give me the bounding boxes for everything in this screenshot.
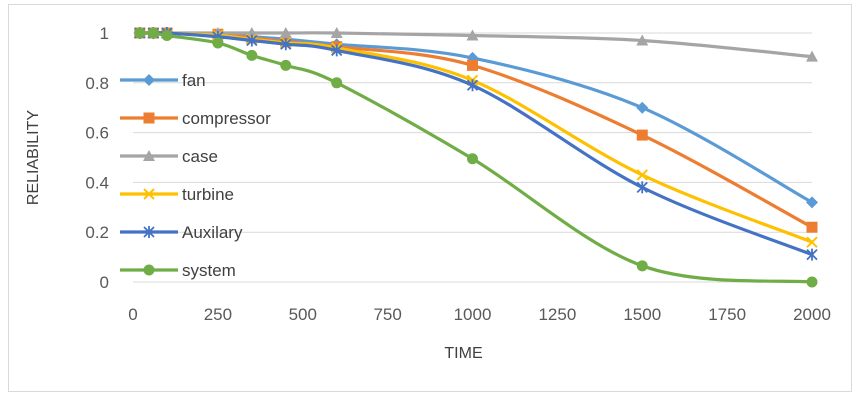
data-point <box>636 260 648 272</box>
legend-label: compressor <box>182 109 271 128</box>
legend: fan compressor case turbine Auxilary system <box>120 71 271 280</box>
data-point <box>467 153 478 165</box>
data-point <box>246 34 258 47</box>
legend-item-turbine: turbine <box>120 185 234 204</box>
x-tick-label: 1500 <box>623 305 661 324</box>
x-tick-label: 1750 <box>708 305 746 324</box>
x-tick-label: 1000 <box>454 305 492 324</box>
series-system <box>134 27 818 288</box>
legend-marker <box>143 150 155 161</box>
data-point <box>147 27 159 39</box>
legend-label: turbine <box>182 185 234 204</box>
data-point <box>466 29 479 41</box>
x-tick-label: 1250 <box>538 305 576 324</box>
data-point <box>246 49 258 61</box>
x-tick-label: 250 <box>204 305 232 324</box>
y-tick-label: 1 <box>100 24 109 43</box>
data-point <box>331 77 343 89</box>
data-point <box>161 29 173 41</box>
y-tick-label: 0 <box>100 273 109 292</box>
tick-labels: 0 0.2 0.4 0.6 0.8 1 0 250 500 750 1000 1250 1500 1750… <box>85 24 831 324</box>
data-point <box>212 37 224 49</box>
legend-item-auxilary: Auxilary <box>120 223 243 242</box>
x-tick-label: 0 <box>128 305 137 324</box>
data-point <box>636 169 648 181</box>
data-point <box>806 196 818 209</box>
legend-item-compressor: compressor <box>120 109 271 128</box>
legend-item-system: system <box>120 261 236 280</box>
legend-marker <box>143 188 155 200</box>
data-point <box>636 181 648 194</box>
data-point <box>806 248 818 261</box>
data-point <box>467 59 478 71</box>
data-point <box>636 34 649 46</box>
data-point <box>636 129 648 141</box>
data-point <box>134 27 146 39</box>
x-axis-title: TIME <box>444 345 482 362</box>
x-tick-label: 500 <box>289 305 317 324</box>
data-point <box>279 27 292 38</box>
y-axis-title: RELIABILITY <box>25 110 42 205</box>
x-tick-label: 2000 <box>793 305 831 324</box>
y-tick-label: 0.6 <box>85 124 109 143</box>
legend-marker <box>143 74 155 86</box>
data-point <box>331 44 343 57</box>
legend-marker <box>143 226 155 238</box>
data-point <box>806 221 818 233</box>
data-point <box>330 27 343 38</box>
data-point <box>636 101 649 114</box>
y-tick-label: 0.4 <box>85 173 109 192</box>
data-point <box>466 79 479 92</box>
legend-marker <box>143 264 155 276</box>
data-point <box>806 236 818 248</box>
legend-label: Auxilary <box>182 223 243 242</box>
data-point <box>806 50 818 62</box>
data-point <box>280 59 292 71</box>
legend-item-case: case <box>120 147 218 166</box>
y-tick-label: 0.8 <box>85 74 109 93</box>
legend-item-fan: fan <box>120 71 206 90</box>
legend-label: fan <box>182 71 206 90</box>
data-point <box>806 276 818 288</box>
series-lines <box>133 27 818 288</box>
data-point <box>280 38 292 51</box>
legend-label: system <box>182 261 236 280</box>
y-tick-label: 0.2 <box>85 223 109 242</box>
legend-label: case <box>182 147 218 166</box>
x-tick-label: 750 <box>373 305 401 324</box>
legend-marker <box>143 112 155 124</box>
